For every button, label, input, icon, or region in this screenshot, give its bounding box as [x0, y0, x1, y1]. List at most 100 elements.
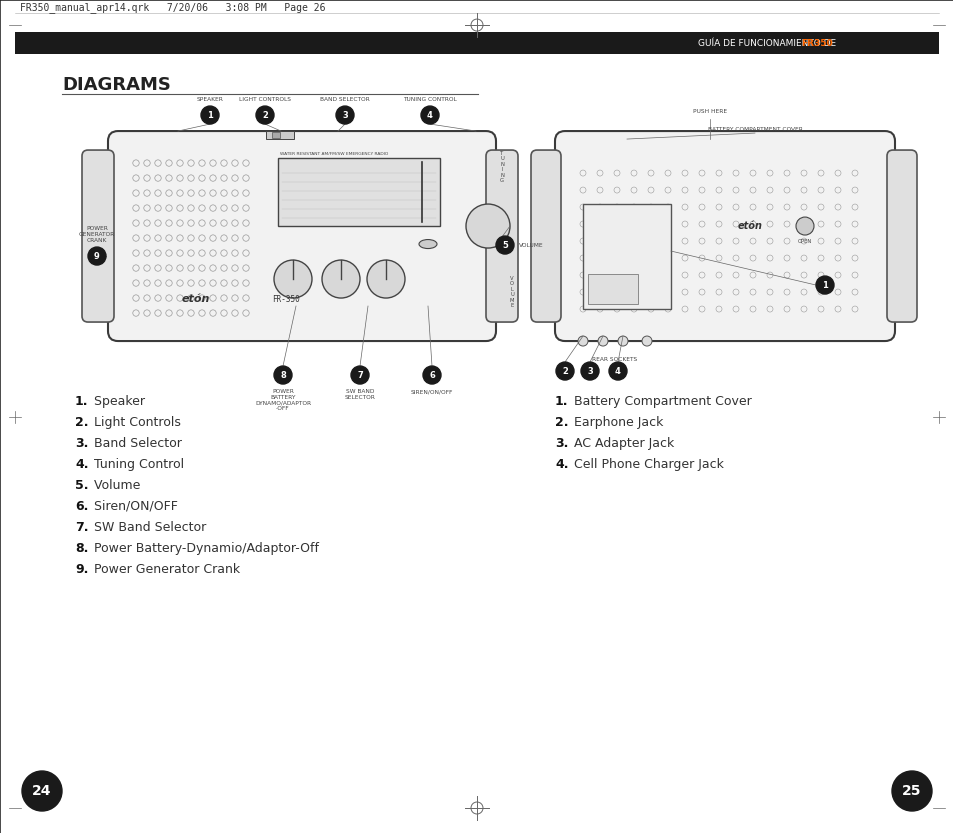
FancyBboxPatch shape [531, 150, 560, 322]
Text: Speaker: Speaker [90, 395, 145, 407]
Text: 1.: 1. [555, 395, 568, 407]
Text: LIGHT CONTROLS: LIGHT CONTROLS [239, 97, 291, 102]
Text: BAND SELECTOR: BAND SELECTOR [320, 97, 370, 102]
Text: Battery Compartment Cover: Battery Compartment Cover [569, 395, 751, 407]
Text: 2: 2 [262, 111, 268, 120]
Text: FR-350: FR-350 [272, 295, 299, 303]
Text: 3: 3 [342, 111, 348, 120]
Text: POWER
GENERATOR
CRANK: POWER GENERATOR CRANK [79, 227, 115, 243]
Text: REAR SOCKETS: REAR SOCKETS [592, 357, 637, 362]
FancyBboxPatch shape [886, 150, 916, 322]
Bar [582, 204, 670, 309]
Text: 25: 25 [902, 784, 921, 798]
Text: 5.: 5. [75, 478, 89, 491]
Text: 2.: 2. [555, 416, 568, 428]
Text: 7.: 7. [75, 521, 89, 533]
Text: DIAGRAMS: DIAGRAMS [62, 76, 171, 94]
FancyBboxPatch shape [82, 150, 113, 322]
Text: Volume: Volume [90, 478, 140, 491]
Text: 1.: 1. [75, 395, 89, 407]
Text: 8.: 8. [75, 541, 89, 555]
Text: 24: 24 [32, 784, 51, 798]
Circle shape [322, 260, 359, 298]
Circle shape [335, 106, 354, 124]
Text: VOLUME: VOLUME [518, 242, 543, 247]
Text: SW BAND
SELECTOR: SW BAND SELECTOR [344, 389, 375, 400]
Text: SW Band Selector: SW Band Selector [90, 521, 206, 533]
Bar [266, 131, 294, 139]
Text: WATER RESISTANT AM/FM/SW EMERGENCY RADIO: WATER RESISTANT AM/FM/SW EMERGENCY RADIO [280, 152, 388, 156]
Text: 4: 4 [615, 367, 620, 376]
Text: Light Controls: Light Controls [90, 416, 181, 428]
Circle shape [274, 260, 312, 298]
Text: V
O
L
U
M
E: V O L U M E [509, 276, 514, 308]
Circle shape [578, 336, 587, 346]
Text: etón: etón [737, 221, 761, 231]
Text: 9.: 9. [75, 562, 89, 576]
Text: BATTERY COMPARTMENT COVER: BATTERY COMPARTMENT COVER [707, 127, 801, 132]
Circle shape [255, 106, 274, 124]
Text: Cell Phone Charger Jack: Cell Phone Charger Jack [569, 457, 723, 471]
FancyBboxPatch shape [555, 131, 894, 341]
FancyBboxPatch shape [485, 150, 517, 322]
Bar [15, 32, 938, 54]
Circle shape [22, 771, 62, 811]
Text: T
U
N
I
N
G: T U N I N G [499, 151, 503, 183]
Text: 3.: 3. [75, 436, 89, 450]
Bar [277, 158, 439, 226]
Circle shape [815, 276, 833, 294]
Text: 4.: 4. [555, 457, 568, 471]
Text: Band Selector: Band Selector [90, 436, 182, 450]
Text: OPEN: OPEN [797, 238, 811, 243]
Text: 1: 1 [821, 281, 827, 290]
Text: 2: 2 [561, 367, 567, 376]
Text: Power Generator Crank: Power Generator Crank [90, 562, 240, 576]
Bar [272, 132, 280, 138]
Text: 3.: 3. [555, 436, 568, 450]
Text: 6: 6 [429, 371, 435, 380]
Text: 8: 8 [280, 371, 286, 380]
Text: Siren/ON/OFF: Siren/ON/OFF [90, 500, 177, 512]
Circle shape [618, 336, 627, 346]
Text: 4.: 4. [75, 457, 89, 471]
Text: PUSH HERE: PUSH HERE [692, 108, 726, 113]
Circle shape [580, 362, 598, 380]
Text: Tuning Control: Tuning Control [90, 457, 184, 471]
Text: 6.: 6. [75, 500, 89, 512]
Text: etón: etón [182, 294, 210, 304]
Text: FR350_manual_apr14.qrk   7/20/06   3:08 PM   Page 26: FR350_manual_apr14.qrk 7/20/06 3:08 PM P… [20, 2, 325, 12]
Text: AC Adapter Jack: AC Adapter Jack [569, 436, 674, 450]
Text: 2.: 2. [75, 416, 89, 428]
Circle shape [420, 106, 438, 124]
Text: GUÍA DE FUNCIONAMIENTO DE: GUÍA DE FUNCIONAMIENTO DE [698, 38, 838, 47]
Circle shape [465, 204, 510, 248]
Text: 9: 9 [94, 252, 100, 261]
Text: 7: 7 [356, 371, 362, 380]
Text: 3: 3 [586, 367, 592, 376]
Text: 1: 1 [207, 111, 213, 120]
Ellipse shape [418, 240, 436, 248]
Text: TUNING CONTROL: TUNING CONTROL [403, 97, 456, 102]
Text: Power Battery-Dynamio/Adaptor-Off: Power Battery-Dynamio/Adaptor-Off [90, 541, 318, 555]
Circle shape [598, 336, 607, 346]
Text: FR350: FR350 [800, 38, 831, 47]
Circle shape [201, 106, 219, 124]
Circle shape [351, 366, 369, 384]
Text: SIREN/ON/OFF: SIREN/ON/OFF [411, 389, 453, 394]
Circle shape [367, 260, 405, 298]
Circle shape [88, 247, 106, 265]
Circle shape [496, 236, 514, 254]
Circle shape [641, 336, 651, 346]
Text: 4: 4 [427, 111, 433, 120]
Circle shape [608, 362, 626, 380]
Text: POWER
BATTERY
DYNAMO/ADAPTOR
-OFF: POWER BATTERY DYNAMO/ADAPTOR -OFF [254, 389, 311, 412]
Text: 5: 5 [501, 241, 507, 250]
FancyBboxPatch shape [108, 131, 496, 341]
Circle shape [795, 217, 813, 235]
Circle shape [274, 366, 292, 384]
Circle shape [422, 366, 440, 384]
Text: SPEAKER: SPEAKER [196, 97, 223, 102]
Circle shape [556, 362, 574, 380]
Bar [587, 274, 638, 304]
Text: Earphone Jack: Earphone Jack [569, 416, 662, 428]
